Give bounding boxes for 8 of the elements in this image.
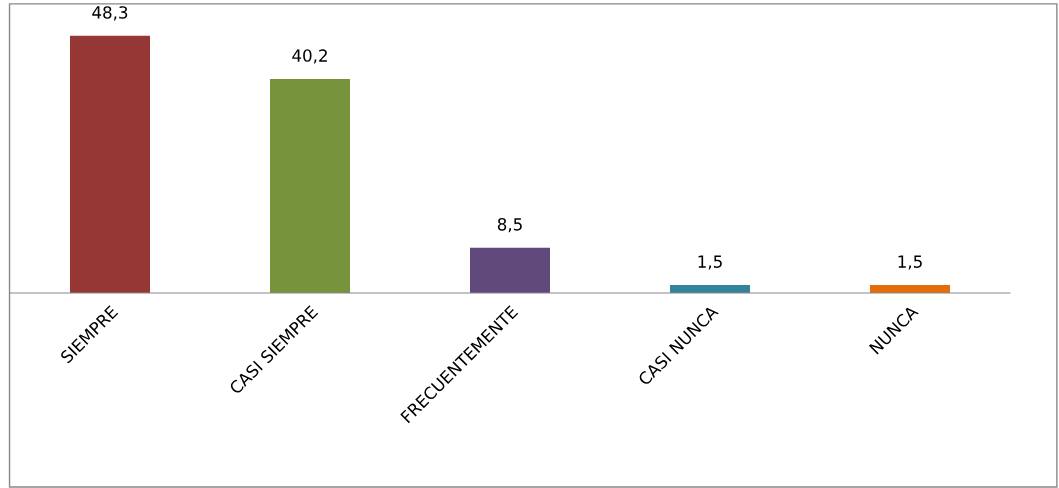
bar — [70, 35, 150, 293]
bar — [470, 247, 550, 293]
data-label: 1,5 — [898, 255, 922, 270]
data-label: 48,3 — [92, 6, 128, 21]
data-label: 1,5 — [698, 255, 722, 270]
data-label: 40,2 — [292, 49, 327, 64]
bar — [270, 78, 350, 293]
data-label: 8,5 — [497, 218, 522, 233]
